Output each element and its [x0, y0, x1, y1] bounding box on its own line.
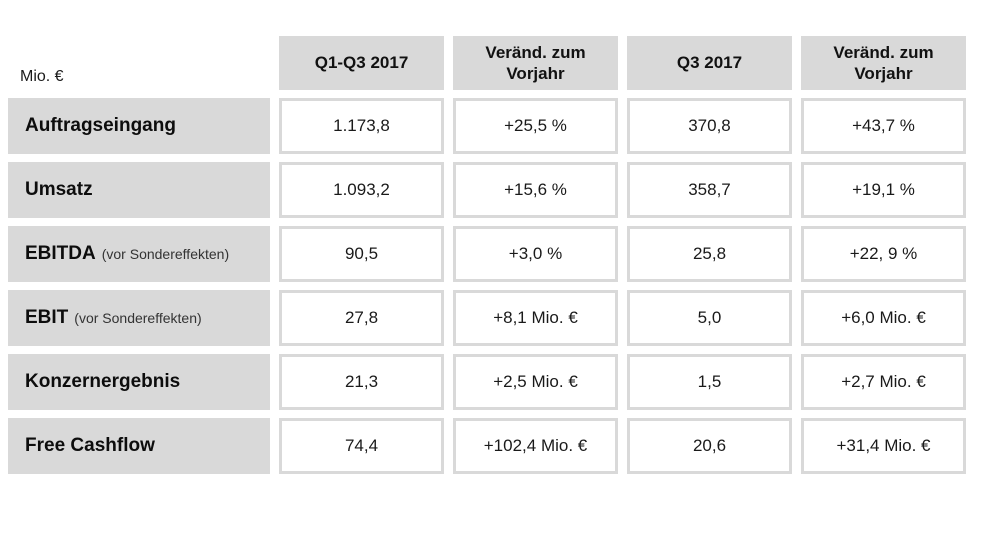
table-cell: 27,8 [279, 290, 444, 346]
table-cell: +3,0 % [453, 226, 618, 282]
table-cell: 21,3 [279, 354, 444, 410]
table-cell: 1,5 [627, 354, 792, 410]
financial-kpi-table: Mio. € Q1-Q3 2017 Veränd. zum Vorjahr Q3… [8, 36, 966, 474]
table-cell: 1.173,8 [279, 98, 444, 154]
column-header-change-yoy-1: Veränd. zum Vorjahr [453, 36, 618, 90]
table-cell: +22, 9 % [801, 226, 966, 282]
row-label-ebit: EBIT (vor Sondereffekten) [8, 290, 270, 346]
row-label-text: Umsatz [25, 179, 93, 200]
row-label-ebitda: EBITDA (vor Sondereffekten) [8, 226, 270, 282]
table-cell: 370,8 [627, 98, 792, 154]
column-header-change-yoy-2: Veränd. zum Vorjahr [801, 36, 966, 90]
table-cell: 74,4 [279, 418, 444, 474]
table-cell: 1.093,2 [279, 162, 444, 218]
row-label-text: Free Cashflow [25, 435, 155, 456]
table-cell: +15,6 % [453, 162, 618, 218]
table-cell: +25,5 % [453, 98, 618, 154]
table-cell: +2,5 Mio. € [453, 354, 618, 410]
table-cell: 358,7 [627, 162, 792, 218]
column-header-q3-2017: Q3 2017 [627, 36, 792, 90]
table-cell: 25,8 [627, 226, 792, 282]
table-cell: 90,5 [279, 226, 444, 282]
row-label-free-cashflow: Free Cashflow [8, 418, 270, 474]
table-cell: +31,4 Mio. € [801, 418, 966, 474]
table-cell: +2,7 Mio. € [801, 354, 966, 410]
row-label-text: Konzernergebnis [25, 371, 181, 392]
table-cell: +102,4 Mio. € [453, 418, 618, 474]
table-cell: +8,1 Mio. € [453, 290, 618, 346]
table-cell: 20,6 [627, 418, 792, 474]
row-label-suffix: (vor Sondereffekten) [101, 246, 230, 262]
row-label-suffix: (vor Sondereffekten) [74, 310, 202, 326]
table-cell: 5,0 [627, 290, 792, 346]
row-label-text: EBITDA [25, 243, 96, 264]
row-label-umsatz: Umsatz [8, 162, 270, 218]
unit-label: Mio. € [20, 68, 64, 85]
table-cell: +43,7 % [801, 98, 966, 154]
row-label-konzernergebnis: Konzernergebnis [8, 354, 270, 410]
table-cell: +6,0 Mio. € [801, 290, 966, 346]
row-label-text: EBIT [25, 307, 69, 328]
table-cell: +19,1 % [801, 162, 966, 218]
row-label-text: Auftragseingang [25, 115, 176, 136]
row-label-auftragseingang: Auftragseingang [8, 98, 270, 154]
column-header-q1q3-2017: Q1-Q3 2017 [279, 36, 444, 90]
